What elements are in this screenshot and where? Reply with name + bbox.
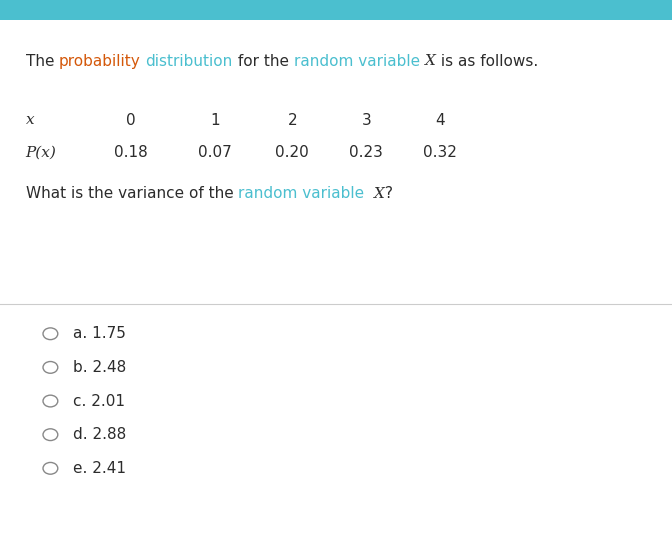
Text: 1: 1 <box>210 113 220 128</box>
Text: ?: ? <box>385 186 393 201</box>
Text: e. 2.41: e. 2.41 <box>73 461 126 476</box>
Text: 0.23: 0.23 <box>349 145 383 160</box>
Text: d. 2.88: d. 2.88 <box>73 427 126 442</box>
Text: 0.32: 0.32 <box>423 145 457 160</box>
Text: 0.20: 0.20 <box>276 145 309 160</box>
Text: random variable: random variable <box>294 54 420 69</box>
Text: P(x): P(x) <box>26 145 56 159</box>
Text: b. 2.48: b. 2.48 <box>73 360 126 375</box>
Text: X: X <box>374 187 385 201</box>
Text: distribution: distribution <box>146 54 233 69</box>
Text: for the: for the <box>233 54 294 69</box>
Text: probability: probability <box>59 54 140 69</box>
Text: 0: 0 <box>126 113 136 128</box>
Text: X: X <box>425 54 435 68</box>
Text: 3: 3 <box>362 113 371 128</box>
Text: x: x <box>26 113 34 127</box>
Text: 4: 4 <box>435 113 445 128</box>
Text: c. 2.01: c. 2.01 <box>73 394 124 409</box>
Text: 0.07: 0.07 <box>198 145 232 160</box>
Text: random variable: random variable <box>238 186 364 201</box>
FancyBboxPatch shape <box>0 0 672 20</box>
Text: 2: 2 <box>288 113 297 128</box>
Text: The: The <box>26 54 59 69</box>
Text: 0.18: 0.18 <box>114 145 148 160</box>
Text: What is the variance of the: What is the variance of the <box>26 186 238 201</box>
Text: is as follows.: is as follows. <box>435 54 538 69</box>
Text: a. 1.75: a. 1.75 <box>73 326 126 341</box>
